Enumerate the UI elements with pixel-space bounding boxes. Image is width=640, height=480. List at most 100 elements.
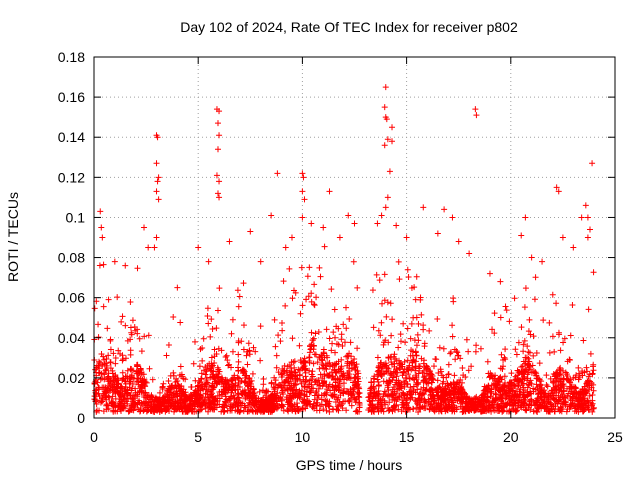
data-point [497, 314, 504, 321]
data-point [401, 358, 408, 365]
data-point [299, 214, 306, 221]
data-point [513, 351, 520, 358]
data-point [240, 280, 247, 287]
data-point [160, 380, 167, 387]
data-point [200, 367, 207, 374]
data-point [291, 358, 298, 365]
data-point [449, 322, 456, 329]
data-point [398, 361, 405, 368]
data-point [366, 393, 373, 400]
data-point [398, 408, 405, 415]
data-point [348, 402, 355, 409]
data-point [354, 389, 361, 396]
data-point [425, 380, 432, 387]
data-point [127, 324, 134, 331]
data-point [300, 174, 307, 181]
data-point [335, 407, 342, 414]
data-point [282, 377, 289, 384]
data-point [115, 347, 122, 354]
data-point [289, 335, 296, 342]
data-point [345, 212, 352, 219]
data-point [369, 287, 376, 294]
data-point [341, 339, 348, 346]
data-point [418, 311, 425, 318]
data-point [205, 320, 212, 327]
data-point [249, 370, 256, 377]
data-point [250, 344, 257, 351]
data-point [138, 348, 145, 355]
data-point [396, 381, 403, 388]
data-point [435, 369, 442, 376]
data-point [468, 407, 475, 414]
data-point [498, 351, 505, 358]
data-point [540, 317, 547, 324]
data-point [420, 322, 427, 329]
data-point [557, 383, 564, 390]
data-point [465, 398, 472, 405]
data-point [112, 360, 119, 367]
data-point [384, 392, 391, 399]
data-point [478, 408, 485, 415]
data-point [561, 335, 568, 342]
data-point [585, 306, 592, 313]
data-point [486, 270, 493, 277]
data-point [100, 261, 107, 268]
data-point [340, 321, 347, 328]
data-point [387, 371, 394, 378]
data-point [338, 331, 345, 338]
data-point [286, 265, 293, 272]
data-point [328, 286, 335, 293]
data-point [128, 406, 135, 413]
data-point [395, 385, 402, 392]
data-point [262, 396, 269, 403]
data-point [306, 264, 313, 271]
data-point [441, 206, 448, 213]
data-point [515, 402, 522, 409]
plot-frame [93, 56, 616, 419]
data-point [495, 387, 502, 394]
x-tick-label: 5 [194, 429, 202, 445]
data-point [168, 394, 175, 401]
data-point [406, 362, 413, 369]
data-point [243, 379, 250, 386]
data-point [208, 316, 215, 323]
data-point [231, 386, 238, 393]
data-point [343, 407, 350, 414]
data-point [198, 375, 205, 382]
data-point [96, 407, 103, 414]
data-point [216, 395, 223, 402]
data-point [282, 302, 289, 309]
data-point [176, 372, 183, 379]
data-point [235, 406, 242, 413]
data-point [514, 367, 521, 374]
data-point [340, 389, 347, 396]
data-point [465, 348, 472, 355]
data-point [584, 397, 591, 404]
data-point [375, 387, 382, 394]
data-point [338, 363, 345, 370]
data-point [457, 376, 464, 383]
data-point [538, 401, 545, 408]
data-point [148, 407, 155, 414]
data-point [288, 406, 295, 413]
data-point [368, 407, 375, 414]
data-point [552, 376, 559, 383]
data-point [304, 400, 311, 407]
data-point [368, 379, 375, 386]
data-point [501, 373, 508, 380]
data-point [129, 317, 136, 324]
data-point [485, 405, 492, 412]
data-point [475, 396, 482, 403]
data-point [303, 296, 310, 303]
data-point [138, 382, 145, 389]
data-point [235, 395, 242, 402]
data-point [567, 388, 574, 395]
x-tick-label: 10 [295, 429, 311, 445]
data-point [235, 351, 242, 358]
data-point [559, 393, 566, 400]
data-point [319, 352, 326, 359]
data-point [166, 385, 173, 392]
data-point [205, 258, 212, 265]
chart-title: Day 102 of 2024, Rate Of TEC Index for r… [180, 19, 518, 35]
data-point [452, 389, 459, 396]
